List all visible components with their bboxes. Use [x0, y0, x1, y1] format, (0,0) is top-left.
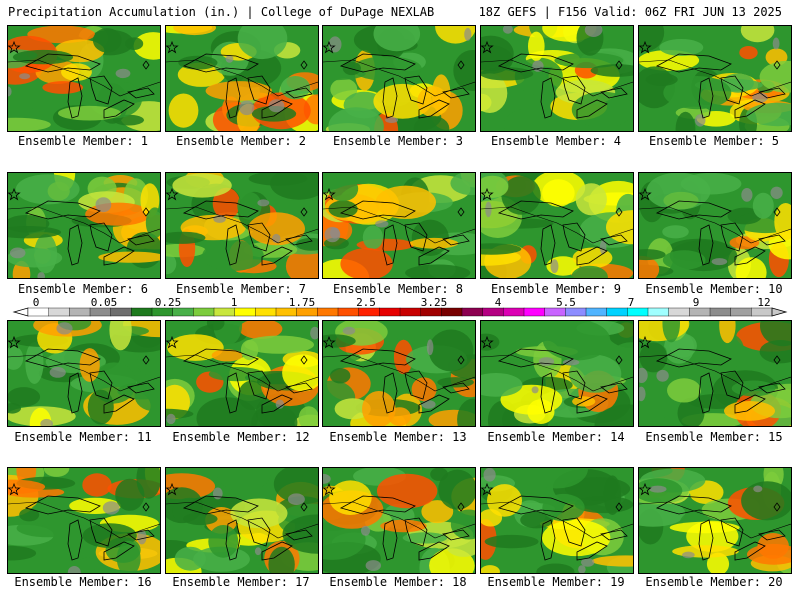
colorbar-left-arrow — [12, 307, 29, 317]
colorbar-swatch — [441, 307, 463, 317]
ensemble-member-map — [165, 320, 319, 427]
ensemble-member-map — [638, 25, 792, 132]
ensemble-member-map — [7, 25, 161, 132]
ensemble-member-map — [165, 467, 319, 574]
colorbar-swatch — [379, 307, 401, 317]
ensemble-member-map — [7, 467, 161, 574]
colorbar-tick-label: 0 — [33, 298, 40, 309]
colorbar-swatch — [751, 307, 773, 317]
colorbar-swatch — [647, 307, 670, 317]
colorbar-swatch — [544, 307, 566, 317]
ensemble-member-label: Ensemble Member: 16 — [14, 575, 152, 589]
colorbar-swatch — [689, 307, 711, 317]
ensemble-member-label: Ensemble Member: 1 — [17, 134, 149, 148]
colorbar-tick-label: 2.5 — [356, 298, 376, 309]
colorbar-swatch — [523, 307, 546, 317]
ensemble-member-map — [638, 467, 792, 574]
colorbar-tick-label: 1.75 — [289, 298, 316, 309]
colorbar-tick-label: 0.05 — [91, 298, 118, 309]
colorbar-swatch — [69, 307, 91, 317]
colorbar-swatch — [89, 307, 112, 317]
ensemble-member-map — [7, 172, 161, 279]
colorbar-tick-label: 12 — [757, 298, 770, 309]
colorbar-swatch — [48, 307, 70, 317]
colorbar-swatch — [461, 307, 484, 317]
ensemble-member-label: Ensemble Member: 4 — [490, 134, 622, 148]
colorbar-swatch — [110, 307, 132, 317]
colorbar-swatch — [255, 307, 277, 317]
colorbar-swatch — [668, 307, 690, 317]
colorbar-swatch — [27, 307, 50, 317]
colorbar-swatch — [296, 307, 318, 317]
ensemble-member-label: Ensemble Member: 14 — [487, 430, 625, 444]
colorbar-swatch — [709, 307, 732, 317]
ensemble-member-map — [480, 467, 634, 574]
colorbar-swatch — [131, 307, 153, 317]
colorbar-swatch — [213, 307, 236, 317]
colorbar-tick-label: 1 — [231, 298, 238, 309]
colorbar-swatch — [585, 307, 608, 317]
ensemble-member-label: Ensemble Member: 2 — [175, 134, 307, 148]
colorbar-swatch — [358, 307, 380, 317]
ensemble-member-label: Ensemble Member: 3 — [332, 134, 464, 148]
colorbar-tick-label: 3.25 — [421, 298, 448, 309]
colorbar-swatch — [151, 307, 174, 317]
colorbar-swatch — [337, 307, 360, 317]
ensemble-member-map — [322, 467, 476, 574]
colorbar-swatch — [503, 307, 525, 317]
ensemble-member-label: Ensemble Member: 20 — [645, 575, 783, 589]
colorbar-right-arrow — [771, 307, 788, 317]
colorbar-tick-label: 7 — [628, 298, 635, 309]
precip-colorbar: 0 0.05 0.25 1 1.75 2.5 3.25 4 5.5 7 9 12 — [12, 298, 788, 317]
ensemble-member-label: Ensemble Member: 15 — [645, 430, 783, 444]
ensemble-member-map — [638, 320, 792, 427]
ensemble-member-map — [480, 172, 634, 279]
ensemble-member-label: Ensemble Member: 17 — [172, 575, 310, 589]
ensemble-member-label: Ensemble Member: 9 — [490, 282, 622, 296]
map-title: Precipitation Accumulation (in.) | Colle… — [8, 5, 435, 19]
colorbar-tick-label: 5.5 — [556, 298, 576, 309]
colorbar-swatch — [234, 307, 256, 317]
ensemble-member-map — [165, 25, 319, 132]
ensemble-member-label: Ensemble Member: 5 — [648, 134, 780, 148]
colorbar-tick-label: 4 — [495, 298, 502, 309]
colorbar-swatch — [275, 307, 298, 317]
ensemble-member-label: Ensemble Member: 11 — [14, 430, 152, 444]
colorbar-swatch — [420, 307, 442, 317]
ensemble-member-label: Ensemble Member: 19 — [487, 575, 625, 589]
ensemble-member-map — [638, 172, 792, 279]
colorbar-swatch — [482, 307, 504, 317]
colorbar-swatch — [606, 307, 628, 317]
ensemble-member-label: Ensemble Member: 7 — [175, 282, 307, 296]
colorbar-swatch — [193, 307, 215, 317]
colorbar-swatch — [565, 307, 587, 317]
ensemble-member-map — [165, 172, 319, 279]
ensemble-member-label: Ensemble Member: 8 — [332, 282, 464, 296]
ensemble-member-map — [322, 25, 476, 132]
colorbar-swatch — [172, 307, 194, 317]
colorbar-swatch — [730, 307, 752, 317]
ensemble-member-map — [7, 320, 161, 427]
colorbar-swatch — [627, 307, 649, 317]
run-valid-time: 18Z GEFS | F156 Valid: 06Z FRI JUN 13 20… — [478, 5, 782, 19]
colorbar-swatch — [317, 307, 339, 317]
ensemble-member-label: Ensemble Member: 18 — [329, 575, 467, 589]
colorbar-tick-label: 0.25 — [155, 298, 182, 309]
ensemble-member-map — [322, 320, 476, 427]
ensemble-member-label: Ensemble Member: 12 — [172, 430, 310, 444]
ensemble-member-map — [322, 172, 476, 279]
ensemble-member-map — [480, 25, 634, 132]
ensemble-member-map — [480, 320, 634, 427]
colorbar-swatch — [399, 307, 422, 317]
ensemble-member-label: Ensemble Member: 6 — [17, 282, 149, 296]
ensemble-member-label: Ensemble Member: 10 — [645, 282, 783, 296]
colorbar-tick-label: 9 — [693, 298, 700, 309]
ensemble-member-label: Ensemble Member: 13 — [329, 430, 467, 444]
